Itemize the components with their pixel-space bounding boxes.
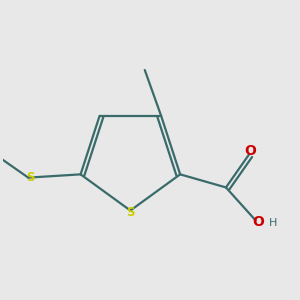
Text: S: S xyxy=(26,171,34,184)
Text: O: O xyxy=(253,215,265,229)
Text: H: H xyxy=(269,218,278,228)
Text: S: S xyxy=(126,206,135,219)
Text: O: O xyxy=(244,145,256,158)
